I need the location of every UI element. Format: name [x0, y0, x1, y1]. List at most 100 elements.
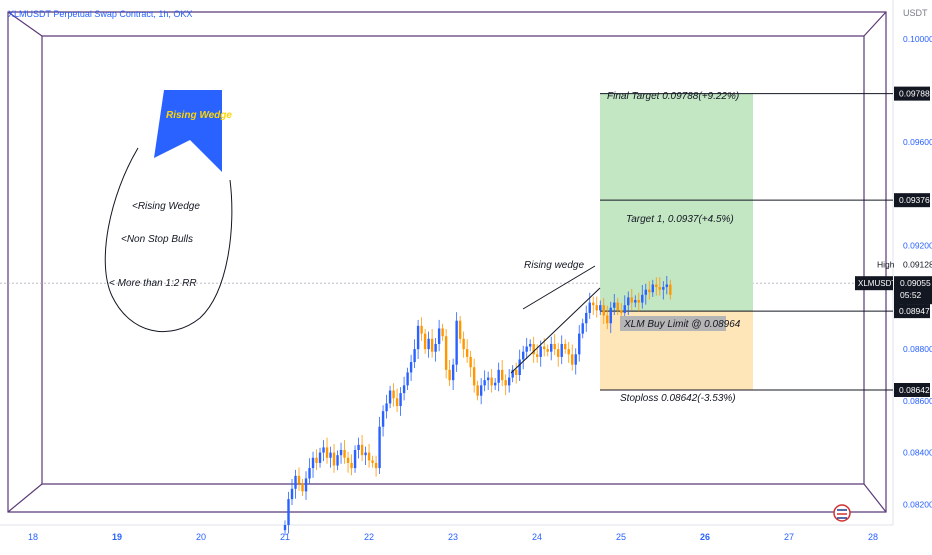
x-tick-label: 27	[784, 532, 794, 542]
profit-zone[interactable]	[600, 93, 753, 312]
currency-label: USDT	[903, 8, 928, 18]
candle	[627, 291, 630, 315]
candle	[648, 281, 651, 300]
candle	[367, 444, 371, 468]
stoploss-text: Stoploss 0.08642(-3.53%)	[620, 393, 736, 404]
candle	[360, 435, 364, 462]
candle	[504, 374, 507, 396]
y-tick-label: 0.08400	[903, 448, 932, 458]
candle	[388, 385, 392, 409]
target-1-text: Target 1, 0.0937(+4.5%)	[626, 214, 734, 225]
y-tick-label: 0.09200	[903, 241, 932, 251]
candle	[434, 338, 437, 362]
candle	[609, 301, 612, 334]
candle	[329, 446, 332, 468]
x-tick-label: 22	[364, 532, 374, 542]
candle	[357, 437, 360, 459]
candle	[399, 387, 402, 416]
buy-limit-text: XLM Buy Limit @ 0.08964	[623, 319, 741, 330]
candle	[479, 378, 483, 405]
callout-rising-wedge[interactable]: Rising Wedge	[154, 90, 232, 172]
x-tick-label: 28	[868, 532, 878, 542]
candle	[528, 339, 532, 352]
candle	[550, 336, 553, 361]
candle	[322, 440, 325, 462]
candle	[651, 279, 654, 297]
candle	[490, 369, 493, 393]
tradingview-logo-icon[interactable]	[833, 504, 851, 522]
candle	[483, 370, 486, 392]
candle	[493, 378, 497, 390]
candle	[574, 348, 577, 375]
candle	[385, 394, 388, 419]
candle	[392, 383, 395, 407]
candle	[634, 295, 637, 308]
candle	[616, 297, 619, 315]
price-tag: 0.09376	[894, 193, 930, 208]
time-axis[interactable]: 18 19 20 21 22 23 24 25 26 27 28	[28, 532, 878, 542]
x-tick-label: 23	[448, 532, 458, 542]
candle	[423, 328, 427, 354]
x-tick-label: 20	[196, 532, 206, 542]
note-bullet-1: <Rising Wedge	[132, 201, 200, 212]
svg-text:0.09376: 0.09376	[899, 195, 930, 205]
candle	[564, 339, 567, 354]
symbol-text: XLMUSDT.P	[858, 279, 903, 288]
candle	[416, 319, 420, 359]
candle	[290, 478, 294, 506]
candle	[427, 331, 430, 358]
candle	[402, 376, 406, 401]
y-tick-label: 0.08200	[903, 499, 932, 509]
candle	[476, 380, 479, 401]
candle	[462, 331, 465, 358]
candle	[451, 358, 455, 390]
candle	[553, 334, 556, 356]
x-tick-label: 19	[112, 532, 122, 542]
candle	[630, 288, 633, 310]
x-tick-label: 24	[532, 532, 542, 542]
candle	[315, 449, 318, 471]
svg-text:0.08947: 0.08947	[899, 306, 930, 316]
candle	[644, 283, 647, 305]
svg-text:0.08642: 0.08642	[899, 385, 930, 395]
note-curve	[104, 147, 233, 332]
candle	[655, 277, 658, 296]
candle	[332, 444, 336, 473]
price-axis[interactable]: 0.10000 0.09600 0.09200 0.08800 0.08600 0.084…	[903, 34, 932, 510]
candle	[507, 369, 511, 393]
y-tick-label: 0.08600	[903, 396, 932, 406]
candle	[448, 360, 451, 387]
candle	[578, 325, 581, 362]
countdown-text: 05:52	[900, 290, 922, 300]
candle	[557, 343, 560, 367]
candle	[378, 416, 381, 475]
candle	[374, 455, 378, 477]
candle	[395, 388, 399, 412]
candle	[669, 279, 672, 300]
candles	[283, 275, 672, 535]
candle	[525, 338, 528, 359]
candle	[406, 367, 409, 390]
y-tick-label: 0.09600	[903, 137, 932, 147]
rising-wedge[interactable]	[510, 265, 601, 374]
candle	[350, 454, 353, 476]
candle	[458, 316, 462, 344]
candle	[325, 437, 329, 464]
candle	[532, 336, 535, 363]
candle	[500, 360, 504, 387]
x-tick-label: 25	[616, 532, 626, 542]
x-tick-label: 21	[280, 532, 290, 542]
candle	[444, 328, 448, 379]
candle	[486, 371, 490, 390]
candle	[318, 447, 322, 468]
candle	[592, 296, 595, 315]
candle	[413, 339, 416, 369]
candle	[665, 275, 669, 295]
note-bullet-3: < More than 1:2 RR	[109, 278, 197, 289]
candle	[304, 471, 308, 500]
candle	[637, 292, 640, 312]
candle	[497, 362, 500, 392]
